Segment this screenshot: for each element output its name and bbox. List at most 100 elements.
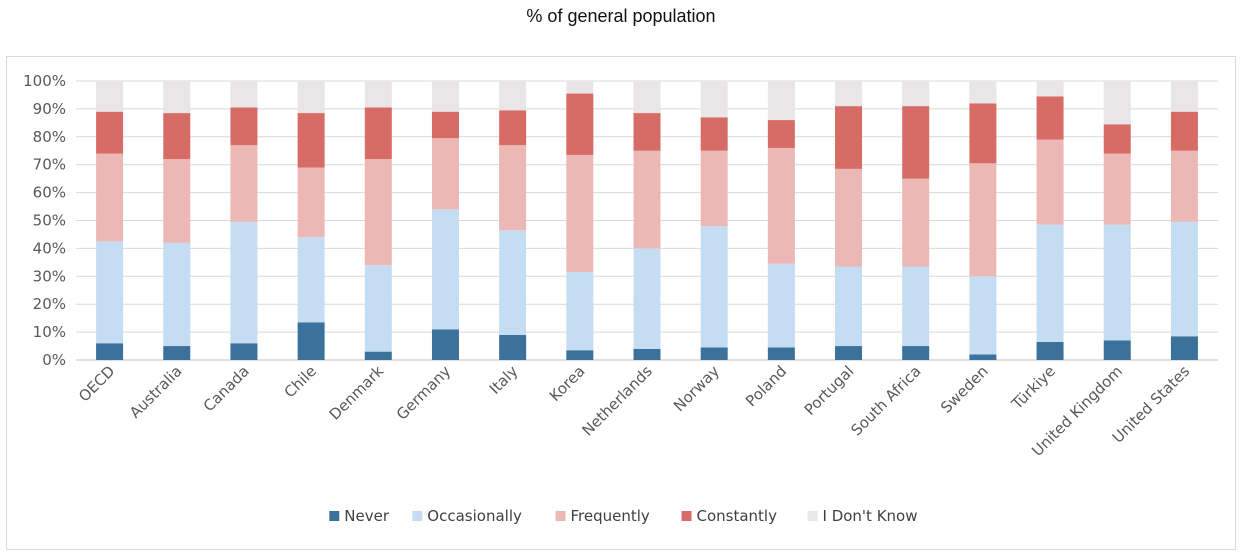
y-tick-label: 70% xyxy=(33,156,66,174)
bar-segment xyxy=(1036,96,1064,140)
bar-segment xyxy=(1170,81,1198,112)
y-tick-label: 60% xyxy=(33,184,66,202)
bar-segment xyxy=(767,120,795,148)
bar-segment xyxy=(835,106,863,169)
bar-segment xyxy=(96,81,124,112)
bar-segment xyxy=(499,81,527,111)
bar-segment xyxy=(1103,124,1131,154)
bar-segment xyxy=(835,266,863,347)
x-tick-label: Türkiye xyxy=(1007,362,1058,413)
bar-segment xyxy=(835,168,863,267)
bar-segment xyxy=(364,159,392,266)
bar-segment xyxy=(700,150,728,227)
bar-segment xyxy=(835,346,863,360)
bar-segment xyxy=(163,346,191,360)
bar-segment xyxy=(1036,341,1064,360)
bar-segment xyxy=(566,81,594,94)
bar-segment xyxy=(633,81,661,114)
bar-segment xyxy=(1170,336,1198,360)
bar-segment xyxy=(364,265,392,352)
x-tick-label: Denmark xyxy=(326,362,388,424)
bar-segment xyxy=(633,150,661,249)
bar-segment xyxy=(297,237,325,323)
chart-title: % of general population xyxy=(526,6,716,26)
bar-segment xyxy=(767,81,795,121)
bar-segment xyxy=(431,81,459,112)
bar-segment xyxy=(902,178,930,267)
y-tick-label: 20% xyxy=(33,295,66,313)
bar-segment xyxy=(297,113,325,168)
bar-segment xyxy=(700,347,728,360)
bar-segment xyxy=(230,343,258,360)
bar-segment xyxy=(767,263,795,348)
bar-segment xyxy=(633,248,661,349)
bar-segment xyxy=(700,81,728,118)
x-tick-label: Germany xyxy=(393,362,455,424)
bar-segment xyxy=(902,266,930,347)
x-tick-label: Portugal xyxy=(801,362,858,419)
bar-segment xyxy=(96,153,124,242)
chart-frame xyxy=(6,56,1236,550)
bar-segment xyxy=(431,209,459,330)
bar-segment xyxy=(1036,224,1064,342)
bar-segment xyxy=(835,81,863,107)
x-tick-label: Italy xyxy=(486,362,522,398)
bar-segment xyxy=(297,322,325,360)
x-tick-label: Chile xyxy=(281,362,320,401)
y-tick-label: 10% xyxy=(33,323,66,341)
bar-segment xyxy=(364,351,392,360)
bar-segment xyxy=(499,110,527,146)
bar-segment xyxy=(902,346,930,360)
y-tick-label: 90% xyxy=(33,100,66,118)
x-tick-label: Australia xyxy=(126,362,186,422)
bar-segment xyxy=(230,107,258,146)
legend-swatch xyxy=(329,511,340,521)
x-tick-label: OECD xyxy=(75,362,118,405)
bar-segment xyxy=(1036,139,1064,225)
x-tick-label: South Africa xyxy=(847,362,924,439)
bar-segment xyxy=(1103,340,1131,360)
bar-segment xyxy=(1170,111,1198,151)
bar-segment xyxy=(499,230,527,335)
bar-segment xyxy=(499,145,527,231)
bar-segment xyxy=(633,348,661,360)
bar-segment xyxy=(566,272,594,351)
legend-swatch xyxy=(555,511,566,521)
bar-segment xyxy=(96,111,124,154)
bar-segment xyxy=(633,113,661,151)
bar-segment xyxy=(297,81,325,114)
bar-segment xyxy=(767,347,795,360)
bar-segment xyxy=(499,334,527,360)
legend-label: I Don't Know xyxy=(823,507,918,525)
bar-segment xyxy=(431,329,459,360)
bar-segment xyxy=(163,159,191,243)
bar-segment xyxy=(566,154,594,273)
bar-segment xyxy=(431,138,459,210)
bar-segment xyxy=(96,241,124,344)
x-tick-label: Canada xyxy=(200,362,253,415)
bar-segment xyxy=(364,107,392,160)
legend-swatch xyxy=(807,511,818,521)
x-tick-label: Sweden xyxy=(937,362,992,417)
y-tick-label: 40% xyxy=(33,239,66,257)
bar-segment xyxy=(969,163,997,277)
bar-segment xyxy=(566,350,594,360)
bar-segment xyxy=(700,117,728,151)
y-tick-label: 0% xyxy=(42,351,66,369)
bar-segment xyxy=(431,111,459,139)
bar-segment xyxy=(230,81,258,108)
bar-segment xyxy=(1103,81,1131,125)
y-tick-label: 80% xyxy=(33,128,66,146)
legend-label: Never xyxy=(344,507,390,525)
bar-segment xyxy=(767,147,795,264)
bar-segment xyxy=(230,145,258,222)
bar-segment xyxy=(1103,153,1131,225)
legend-label: Constantly xyxy=(697,507,778,525)
y-tick-label: 30% xyxy=(33,267,66,285)
legend-label: Occasionally xyxy=(427,507,522,525)
bar-segment xyxy=(96,343,124,360)
bar-segment xyxy=(902,81,930,107)
bar-segment xyxy=(1170,150,1198,222)
bar-segment xyxy=(1170,221,1198,337)
